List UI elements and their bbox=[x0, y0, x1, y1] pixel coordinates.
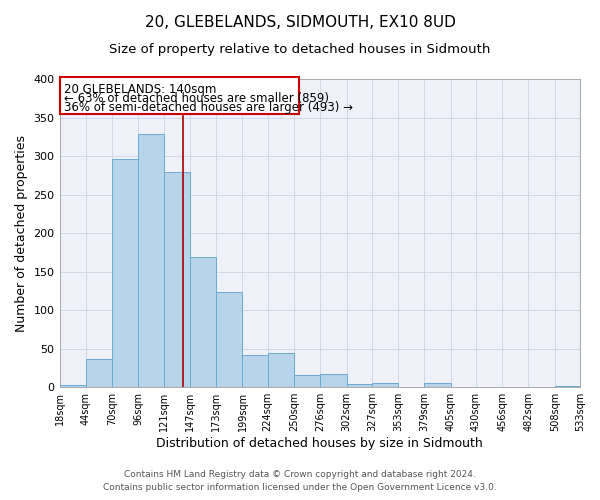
Bar bbox=[139, 134, 164, 387]
Text: Size of property relative to detached houses in Sidmouth: Size of property relative to detached ho… bbox=[109, 42, 491, 56]
Bar bbox=[242, 355, 268, 387]
Bar bbox=[216, 292, 242, 387]
Text: 20, GLEBELANDS, SIDMOUTH, EX10 8UD: 20, GLEBELANDS, SIDMOUTH, EX10 8UD bbox=[145, 15, 455, 30]
Bar bbox=[164, 172, 190, 387]
Bar bbox=[372, 382, 398, 387]
Text: 36% of semi-detached houses are larger (493) →: 36% of semi-detached houses are larger (… bbox=[64, 102, 353, 114]
Bar bbox=[555, 386, 580, 387]
Bar bbox=[294, 375, 320, 387]
Text: ← 63% of detached houses are smaller (859): ← 63% of detached houses are smaller (85… bbox=[64, 92, 329, 105]
Bar bbox=[190, 257, 216, 387]
Bar bbox=[424, 382, 451, 387]
Bar bbox=[59, 78, 299, 114]
Bar bbox=[86, 360, 112, 387]
Bar bbox=[112, 159, 139, 387]
Bar bbox=[320, 374, 347, 387]
Bar bbox=[59, 385, 86, 387]
Text: Contains public sector information licensed under the Open Government Licence v3: Contains public sector information licen… bbox=[103, 484, 497, 492]
Y-axis label: Number of detached properties: Number of detached properties bbox=[15, 134, 28, 332]
Text: Contains HM Land Registry data © Crown copyright and database right 2024.: Contains HM Land Registry data © Crown c… bbox=[124, 470, 476, 479]
X-axis label: Distribution of detached houses by size in Sidmouth: Distribution of detached houses by size … bbox=[157, 437, 483, 450]
Bar bbox=[347, 384, 372, 387]
Bar bbox=[268, 354, 294, 387]
Text: 20 GLEBELANDS: 140sqm: 20 GLEBELANDS: 140sqm bbox=[64, 83, 216, 96]
